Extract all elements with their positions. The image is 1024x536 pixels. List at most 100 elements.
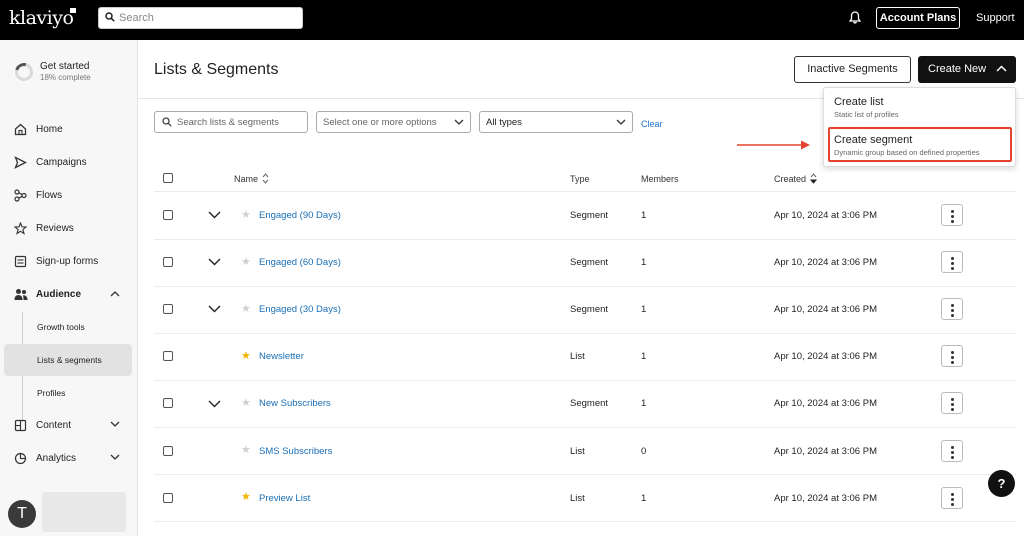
chevron-up-icon[interactable] <box>110 290 120 297</box>
row-checkbox[interactable] <box>163 446 173 456</box>
row-name-link[interactable]: Preview List <box>259 493 311 504</box>
account-name-block[interactable] <box>42 492 126 532</box>
options-select[interactable]: Select one or more options <box>316 111 471 133</box>
sidebar-item-growth-tools[interactable]: Growth tools <box>4 311 132 343</box>
sidebar-item-profiles[interactable]: Profiles <box>4 377 132 409</box>
row-checkbox[interactable] <box>163 493 173 503</box>
chevron-down-icon[interactable] <box>208 400 221 408</box>
row-created: Apr 10, 2024 at 3:06 PM <box>774 304 877 315</box>
top-bar: klaviyo Account Plans Support <box>0 0 1024 40</box>
row-name-link[interactable]: Engaged (30 Days) <box>259 304 341 315</box>
sidebar-item-content[interactable]: Content <box>0 415 137 437</box>
row-actions-button[interactable] <box>941 251 963 273</box>
row-name-link[interactable]: Engaged (60 Days) <box>259 257 341 268</box>
row-members: 1 <box>641 210 647 221</box>
favorite-star-icon[interactable]: ★ <box>241 303 251 315</box>
sidebar-item-signup-forms[interactable]: Sign-up forms <box>0 251 137 273</box>
types-select[interactable]: All types <box>479 111 633 133</box>
create-list-option[interactable]: Create list Static list of profiles <box>824 88 1015 124</box>
types-select-value: All types <box>486 117 522 128</box>
row-created: Apr 10, 2024 at 3:06 PM <box>774 398 877 409</box>
row-checkbox[interactable] <box>163 257 173 267</box>
favorite-star-icon[interactable]: ★ <box>241 397 251 409</box>
favorite-star-icon[interactable]: ★ <box>241 444 251 456</box>
inactive-segments-button[interactable]: Inactive Segments <box>794 56 911 83</box>
row-actions-button[interactable] <box>941 440 963 462</box>
row-name-link[interactable]: New Subscribers <box>259 398 331 409</box>
row-divider <box>154 191 1016 192</box>
sidebar-item-lists-segments[interactable]: Lists & segments <box>4 344 132 376</box>
select-all-checkbox[interactable] <box>163 173 173 183</box>
row-members: 1 <box>641 304 647 315</box>
chevron-down-icon[interactable] <box>110 421 120 428</box>
row-created: Apr 10, 2024 at 3:06 PM <box>774 351 877 362</box>
row-checkbox[interactable] <box>163 398 173 408</box>
klaviyo-logo[interactable]: klaviyo <box>9 7 74 29</box>
sidebar-item-label: Audience <box>36 289 82 300</box>
row-type: Segment <box>570 304 609 315</box>
account-plans-button[interactable]: Account Plans <box>876 7 960 29</box>
chevron-down-icon[interactable] <box>208 258 221 266</box>
row-name-link[interactable]: SMS Subscribers <box>259 446 333 457</box>
menu-item-subtitle: Dynamic group based on defined propertie… <box>834 148 980 157</box>
column-header-created[interactable]: Created <box>774 174 807 184</box>
favorite-star-icon[interactable]: ★ <box>241 350 251 362</box>
create-new-button[interactable]: Create New <box>918 56 1016 83</box>
list-search-field[interactable]: Search lists & segments <box>154 111 308 133</box>
global-search-input[interactable] <box>119 10 297 26</box>
content-icon <box>14 419 27 432</box>
column-header-name[interactable]: Name <box>234 174 259 184</box>
chevron-down-icon[interactable] <box>208 211 221 219</box>
row-checkbox[interactable] <box>163 351 173 361</box>
clear-filters-link[interactable]: Clear <box>641 119 663 129</box>
sidebar-item-label: Analytics <box>36 453 77 464</box>
chevron-down-icon[interactable] <box>110 454 120 461</box>
sidebar-item-analytics[interactable]: Analytics <box>0 448 137 470</box>
header-divider <box>138 98 1024 99</box>
sidebar-item-campaigns[interactable]: Campaigns <box>0 152 137 174</box>
row-type: Segment <box>570 210 609 221</box>
home-icon <box>14 123 27 136</box>
row-checkbox[interactable] <box>163 210 173 220</box>
sort-icon[interactable] <box>262 173 269 184</box>
favorite-star-icon[interactable]: ★ <box>241 256 251 268</box>
row-actions-button[interactable] <box>941 345 963 367</box>
sort-desc-icon[interactable] <box>810 173 817 184</box>
menu-item-title: Create segment <box>834 134 913 146</box>
sidebar-subitem-label: Lists & segments <box>37 355 102 365</box>
row-actions-button[interactable] <box>941 298 963 320</box>
get-started-progress-ring <box>11 59 37 85</box>
chevron-down-icon[interactable] <box>208 305 221 313</box>
sidebar-item-label: Reviews <box>36 223 74 234</box>
row-name-link[interactable]: Newsletter <box>259 351 304 362</box>
row-actions-button[interactable] <box>941 392 963 414</box>
row-divider <box>154 474 1016 475</box>
row-divider <box>154 380 1016 381</box>
form-icon <box>14 255 27 268</box>
get-started-progress: 18% complete <box>40 73 91 82</box>
favorite-star-icon[interactable]: ★ <box>241 209 251 221</box>
row-created: Apr 10, 2024 at 3:06 PM <box>774 210 877 221</box>
row-created: Apr 10, 2024 at 3:06 PM <box>774 493 877 504</box>
sidebar-item-home[interactable]: Home <box>0 119 137 141</box>
sidebar-item-reviews[interactable]: Reviews <box>0 218 137 240</box>
people-icon <box>14 289 28 300</box>
user-avatar[interactable]: T <box>8 500 36 528</box>
global-search[interactable] <box>98 7 303 29</box>
get-started-title[interactable]: Get started <box>40 61 90 72</box>
row-name-link[interactable]: Engaged (90 Days) <box>259 210 341 221</box>
create-segment-option[interactable]: Create segment Dynamic group based on de… <box>830 129 1010 160</box>
menu-item-title: Create list <box>834 96 884 108</box>
row-divider <box>154 333 1016 334</box>
support-link[interactable]: Support <box>976 12 1015 24</box>
row-actions-button[interactable] <box>941 204 963 226</box>
favorite-star-icon[interactable]: ★ <box>241 491 251 503</box>
notification-bell-icon[interactable] <box>849 11 861 24</box>
sidebar-item-label: Sign-up forms <box>36 256 99 267</box>
sidebar-item-label: Content <box>36 420 72 431</box>
row-actions-button[interactable] <box>941 487 963 509</box>
sidebar-item-flows[interactable]: Flows <box>0 185 137 207</box>
sidebar-item-audience[interactable]: Audience <box>0 284 137 306</box>
row-checkbox[interactable] <box>163 304 173 314</box>
help-button[interactable]: ? <box>988 470 1015 497</box>
